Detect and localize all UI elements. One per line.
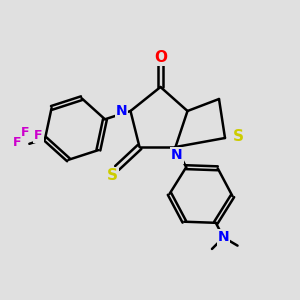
Text: N: N [218,230,229,244]
Text: N: N [171,148,183,162]
Text: S: S [233,129,244,144]
Text: F: F [20,126,29,139]
Text: O: O [154,50,167,64]
Text: F: F [34,129,43,142]
Text: N: N [116,104,127,118]
Text: S: S [107,168,118,183]
Text: F: F [13,136,21,149]
